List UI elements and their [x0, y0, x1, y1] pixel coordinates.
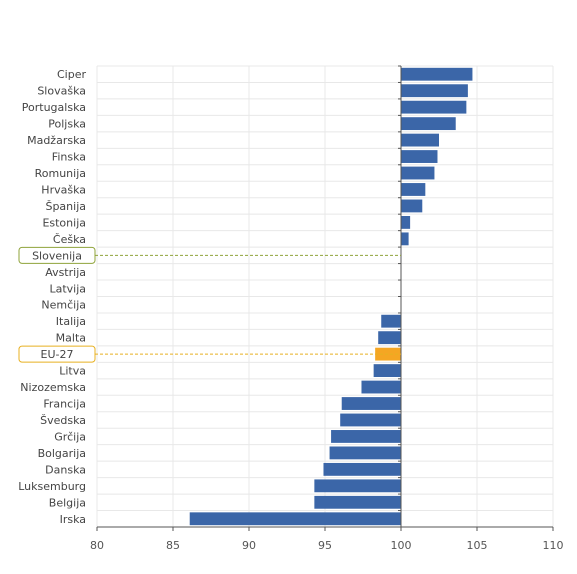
bar-hrvaška — [401, 183, 426, 196]
bar-malta — [378, 331, 401, 345]
category-label: Španija — [45, 200, 86, 213]
category-label: EU-27 — [41, 348, 74, 361]
category-label: Romunija — [35, 167, 86, 180]
category-label: Nizozemska — [20, 381, 86, 394]
category-label: Belgija — [49, 496, 86, 509]
bar-finska — [401, 150, 438, 163]
x-tick-label: 110 — [543, 539, 564, 552]
category-label: Avstrija — [45, 266, 86, 279]
bar-irska — [189, 512, 401, 526]
bars — [189, 67, 473, 526]
category-label: Malta — [56, 332, 86, 345]
category-label: Portugalska — [22, 101, 86, 114]
bar-bolgarija — [329, 446, 401, 460]
bar-ciper — [401, 67, 473, 81]
category-label: Hrvaška — [41, 183, 86, 196]
category-label: Irska — [60, 513, 86, 526]
x-tick-label: 100 — [391, 539, 412, 552]
category-label: Poljska — [48, 118, 86, 131]
x-tick-label: 85 — [166, 539, 180, 552]
category-label: Latvija — [49, 282, 86, 295]
category-label: Danska — [45, 463, 86, 476]
grid — [96, 65, 554, 528]
bar-litva — [373, 364, 401, 378]
bar-grčija — [331, 430, 401, 443]
category-labels: Ciper Slovaška Portugalska Poljska Madžarska… — [18, 68, 401, 526]
bar-estonija — [401, 215, 411, 229]
x-tick-label: 80 — [90, 539, 104, 552]
category-label: Slovenija — [32, 249, 82, 262]
category-label: Slovaška — [37, 85, 86, 98]
bar-portugalska — [401, 100, 467, 114]
category-label: Estonija — [42, 216, 86, 229]
bar-nizozemska — [361, 380, 401, 394]
category-label: Finska — [52, 151, 86, 164]
category-label: Bolgarija — [38, 447, 86, 460]
category-label: Francija — [43, 398, 86, 411]
bar-poljska — [401, 117, 456, 131]
bar-danska — [323, 462, 401, 476]
bar-luksemburg — [314, 479, 401, 493]
category-label: Luksemburg — [18, 480, 86, 493]
category-label: Grčija — [54, 430, 86, 443]
bar-češka — [401, 232, 409, 246]
x-tick-label: 95 — [318, 539, 332, 552]
bar-španija — [401, 199, 423, 213]
category-label: Litva — [59, 365, 86, 378]
bar-madžarska — [401, 133, 439, 147]
bar-švedska — [340, 413, 401, 427]
category-label: Madžarska — [27, 134, 86, 147]
x-tick-label: 90 — [242, 539, 256, 552]
bar-belgija — [314, 495, 401, 509]
x-tick-labels: 80 85 90 95 100 105 110 — [90, 527, 564, 552]
bar-eu-27 — [375, 347, 401, 361]
category-label: Ciper — [57, 68, 86, 81]
x-tick-label: 105 — [467, 539, 488, 552]
bar-italija — [381, 314, 401, 328]
category-label: Češka — [53, 233, 86, 246]
category-label: Italija — [56, 315, 86, 328]
bar-slovaška — [401, 84, 468, 98]
category-label: Švedska — [40, 414, 86, 427]
bar-francija — [341, 397, 401, 410]
category-label: Nemčija — [41, 299, 86, 312]
bar-romunija — [401, 166, 435, 180]
